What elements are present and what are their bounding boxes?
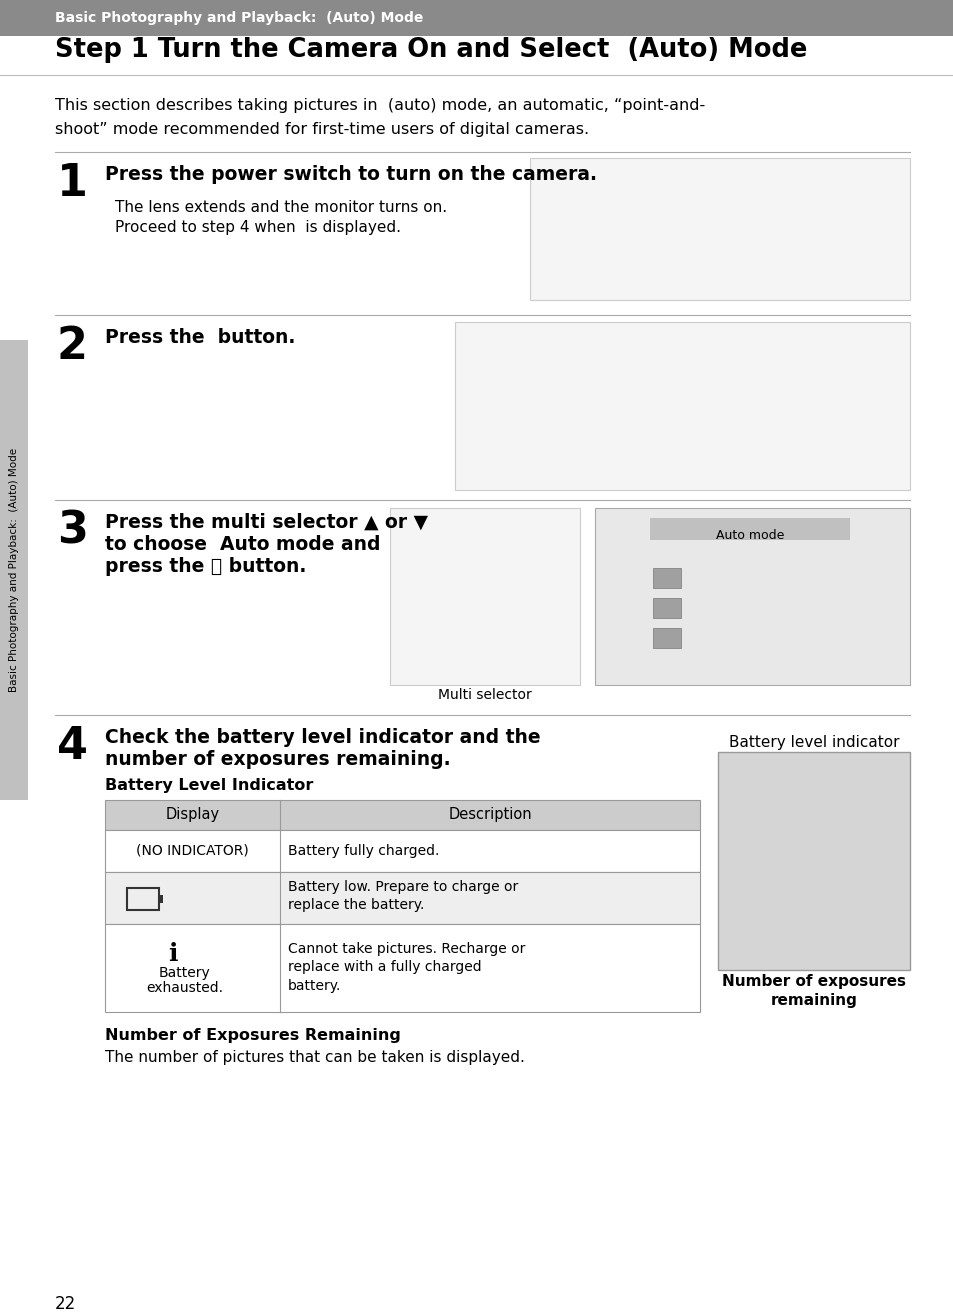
Text: 22: 22: [55, 1296, 76, 1313]
Bar: [105, 800, 700, 830]
Bar: [105, 872, 700, 924]
Bar: [0, 340, 28, 800]
Bar: [105, 830, 700, 872]
Text: exhausted.: exhausted.: [146, 982, 223, 995]
Bar: [390, 509, 579, 685]
Text: Battery fully charged.: Battery fully charged.: [288, 844, 439, 858]
Bar: [718, 752, 909, 970]
Text: Press the power switch to turn on the camera.: Press the power switch to turn on the ca…: [105, 166, 597, 184]
Text: Step 1 Turn the Camera On and Select  (Auto) Mode: Step 1 Turn the Camera On and Select (Au…: [55, 37, 806, 63]
Bar: [455, 322, 909, 490]
Text: to choose  Auto mode and: to choose Auto mode and: [105, 535, 380, 555]
Bar: [649, 518, 849, 540]
Text: 2: 2: [57, 325, 88, 368]
Bar: [652, 568, 680, 587]
Text: The lens extends and the monitor turns on.: The lens extends and the monitor turns o…: [115, 200, 447, 215]
Text: press the Ⓢ button.: press the Ⓢ button.: [105, 557, 306, 576]
Bar: [652, 598, 680, 618]
Text: Proceed to step 4 when  is displayed.: Proceed to step 4 when is displayed.: [115, 219, 400, 235]
Text: Description: Description: [448, 808, 531, 823]
Text: Number of Exposures Remaining: Number of Exposures Remaining: [105, 1028, 400, 1043]
Text: Press the multi selector ▲ or ▼: Press the multi selector ▲ or ▼: [105, 512, 428, 532]
Bar: [0, 0, 953, 35]
Text: Display: Display: [165, 808, 219, 823]
Text: Cannot take pictures. Recharge or
replace with a fully charged
battery.: Cannot take pictures. Recharge or replac…: [288, 942, 525, 993]
Text: 3: 3: [57, 510, 88, 553]
Text: Auto mode: Auto mode: [715, 530, 783, 541]
Text: Press the  button.: Press the button.: [105, 328, 295, 347]
Bar: [159, 895, 163, 903]
Text: Check the battery level indicator and the: Check the battery level indicator and th…: [105, 728, 540, 746]
Text: Basic Photography and Playback:  (Auto) Mode: Basic Photography and Playback: (Auto) M…: [9, 448, 19, 692]
Bar: [652, 628, 680, 648]
Text: The number of pictures that can be taken is displayed.: The number of pictures that can be taken…: [105, 1050, 524, 1066]
Bar: [530, 158, 909, 300]
Text: (NO INDICATOR): (NO INDICATOR): [136, 844, 249, 858]
Text: Battery level indicator: Battery level indicator: [728, 735, 899, 750]
Text: Battery Level Indicator: Battery Level Indicator: [105, 778, 313, 794]
Text: Number of exposures: Number of exposures: [721, 974, 905, 989]
Text: number of exposures remaining.: number of exposures remaining.: [105, 750, 450, 769]
Text: Battery low. Prepare to charge or
replace the battery.: Battery low. Prepare to charge or replac…: [288, 880, 517, 912]
Bar: [595, 509, 909, 685]
Text: ℹ: ℹ: [168, 942, 177, 966]
Text: remaining: remaining: [770, 993, 857, 1008]
Bar: [127, 888, 159, 911]
Text: Basic Photography and Playback:  (Auto) Mode: Basic Photography and Playback: (Auto) M…: [55, 11, 423, 25]
Text: shoot” mode recommended for first-time users of digital cameras.: shoot” mode recommended for first-time u…: [55, 122, 589, 137]
Text: This section describes taking pictures in  (auto) mode, an automatic, “point-and: This section describes taking pictures i…: [55, 99, 704, 113]
Text: Multi selector: Multi selector: [437, 689, 532, 702]
Text: 1: 1: [57, 162, 88, 205]
Text: Battery: Battery: [158, 966, 211, 980]
Bar: [105, 924, 700, 1012]
Text: 4: 4: [57, 725, 88, 767]
